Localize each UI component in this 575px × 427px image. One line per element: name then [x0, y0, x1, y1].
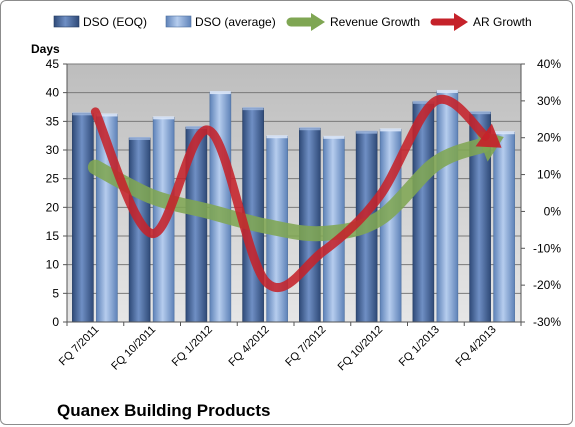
- y-tick-label: 35: [46, 114, 60, 128]
- ar-growth-line: [90, 94, 490, 292]
- y-tick-labels: 0 5 10 15 20 25 30 35 40 45: [46, 57, 60, 329]
- bar-dso-eoq-cap: [299, 127, 321, 131]
- x-tick-label: FQ 7/2011: [57, 324, 102, 369]
- y-tick-label: 10: [46, 258, 60, 272]
- axes: [63, 63, 525, 326]
- y-tick-label: 45: [46, 57, 60, 71]
- bar-dso-average-cap: [323, 135, 345, 139]
- x-tick-label: FQ 10/2011: [109, 324, 158, 373]
- x-tick-label: FQ 10/2012: [336, 324, 386, 374]
- y2-tick-label: -20%: [533, 278, 561, 292]
- bar-dso-eoq-cap: [185, 126, 207, 130]
- x-tick-label: FQ 7/2012: [283, 324, 328, 369]
- lines: [87, 94, 504, 292]
- y2-tick-label: 40%: [537, 57, 561, 71]
- bar-dso-eoq-cap: [129, 136, 151, 140]
- ar-growth-arrowhead: [475, 123, 502, 148]
- y2-tick-label: 30%: [537, 94, 561, 108]
- y-tick-label: 5: [52, 286, 59, 300]
- revenue-growth-line: [87, 137, 491, 242]
- y-tick-label: 25: [46, 172, 60, 186]
- bar-dso-eoq-cap: [356, 130, 378, 134]
- legend-label-ar-growth: AR Growth: [473, 15, 532, 29]
- x-tick-label: FQ 4/2013: [454, 324, 499, 369]
- y2-tick-labels: -30% -20% -10% 0% 10% 20% 30% 40%: [533, 57, 561, 329]
- bar-dso-average-cap: [266, 135, 288, 139]
- y-tick-label: 30: [46, 143, 60, 157]
- legend: DSO (EOQ) DSO (average) Revenue Growth AR G…: [53, 13, 532, 31]
- bar-dso-eoq-cap: [242, 107, 264, 111]
- legend-swatch-dso-average: [165, 15, 192, 28]
- legend-label-dso-average: DSO (average): [195, 15, 276, 29]
- bar-dso-average-cap: [209, 91, 231, 95]
- x-tick-label: FQ 1/2013: [397, 324, 442, 369]
- legend-swatch-ar-growth-head: [454, 13, 468, 31]
- chart-title: Quanex Building Products: [57, 401, 270, 420]
- bar-dso-average: [493, 131, 515, 323]
- bar-dso-eoq-cap: [469, 111, 491, 115]
- y-tick-label: 40: [46, 86, 60, 100]
- x-tick-label: FQ 4/2012: [227, 324, 272, 369]
- y2-tick-label: 10%: [537, 168, 561, 182]
- bar-dso-eoq: [299, 127, 321, 323]
- legend-swatch-dso-eoq: [53, 15, 80, 28]
- y2-tick-label: -30%: [533, 315, 561, 329]
- y-tick-label: 20: [46, 200, 60, 214]
- bar-dso-average-cap: [380, 128, 402, 132]
- bar-dso-average-cap: [436, 89, 458, 93]
- y-tick-label: 15: [46, 229, 60, 243]
- y-axis-label: Days: [31, 42, 60, 56]
- legend-label-revenue-growth: Revenue Growth: [330, 15, 420, 29]
- bar-dso-average-cap: [493, 131, 515, 135]
- y-tick-label: 0: [52, 315, 59, 329]
- x-tick-label: FQ 1/2012: [170, 324, 215, 369]
- legend-swatch-revenue-growth-head: [311, 13, 325, 31]
- y2-tick-label: 0%: [544, 204, 562, 218]
- y2-tick-label: -10%: [533, 241, 561, 255]
- bar-dso-average: [436, 90, 459, 323]
- bar-dso-average-cap: [153, 116, 175, 120]
- bar-dso-average-cap: [96, 113, 118, 117]
- x-tick-labels: FQ 7/2011 FQ 10/2011 FQ 1/2012 FQ 4/2012 FQ …: [57, 324, 499, 374]
- bar-dso-eoq-cap: [72, 112, 94, 116]
- y2-tick-label: 20%: [537, 131, 561, 145]
- bar-dso-eoq: [72, 113, 94, 323]
- bar-dso-eoq-cap: [412, 100, 434, 104]
- legend-label-dso-eoq: DSO (EOQ): [83, 15, 147, 29]
